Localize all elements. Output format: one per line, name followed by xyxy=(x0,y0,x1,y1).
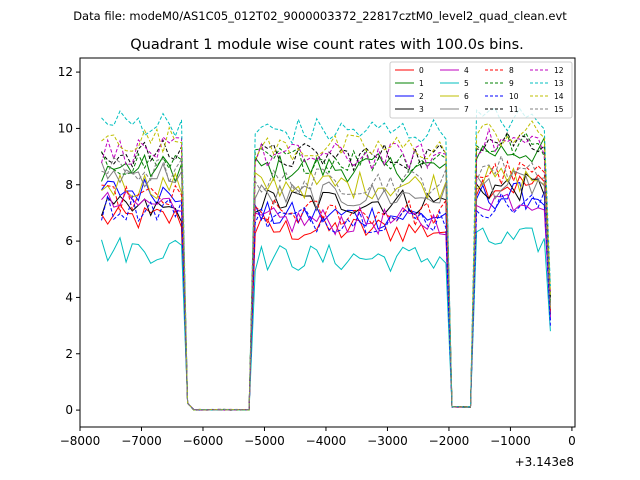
legend-label-14: 14 xyxy=(554,92,564,101)
series-line-5 xyxy=(101,227,551,411)
series-line-8 xyxy=(101,159,551,411)
x-tick-label: −6000 xyxy=(183,434,224,448)
chart-title: Quadrant 1 module wise count rates with … xyxy=(130,37,524,53)
series-line-7 xyxy=(101,161,551,411)
legend-label-10: 10 xyxy=(509,92,519,101)
legend-label-1: 1 xyxy=(419,79,424,88)
series-line-11 xyxy=(101,131,551,411)
legend-label-4: 4 xyxy=(464,66,469,75)
series-line-14 xyxy=(101,120,551,411)
y-tick-label: 4 xyxy=(65,290,73,304)
legend-label-13: 13 xyxy=(554,79,564,88)
y-tick-label: 12 xyxy=(58,65,73,79)
x-axis: −8000 −7000 −6000 −5000 −4000 −3000 −2000 −1000… xyxy=(60,427,576,448)
y-tick-label: 2 xyxy=(65,347,73,361)
legend-label-5: 5 xyxy=(464,79,469,88)
legend-label-7: 7 xyxy=(464,105,469,114)
series-line-9 xyxy=(101,132,551,411)
legend-label-6: 6 xyxy=(464,92,469,101)
x-tick-label: 0 xyxy=(568,434,576,448)
x-tick-label: −5000 xyxy=(244,434,285,448)
legend-label-12: 12 xyxy=(554,66,564,75)
legend-label-8: 8 xyxy=(509,66,514,75)
y-axis: 0 2 4 6 8 10 12 xyxy=(58,65,80,417)
series-line-0 xyxy=(101,174,551,411)
y-tick-label: 6 xyxy=(65,234,73,248)
y-tick-label: 8 xyxy=(65,178,73,192)
legend-label-15: 15 xyxy=(554,105,564,114)
legend-label-9: 9 xyxy=(509,79,514,88)
series-line-2 xyxy=(101,177,551,411)
legend-label-2: 2 xyxy=(419,92,424,101)
legend-label-3: 3 xyxy=(419,105,424,114)
axes-frame xyxy=(79,57,576,428)
series-line-1 xyxy=(101,135,551,411)
y-tick-label: 10 xyxy=(58,121,73,135)
legend-label-0: 0 xyxy=(419,66,424,75)
series-line-12 xyxy=(101,127,551,411)
chart-suptitle: Data file: modeM0/AS1C05_012T02_90000033… xyxy=(73,9,567,23)
series-line-10 xyxy=(101,191,551,411)
y-tick-label: 0 xyxy=(65,403,73,417)
legend-label-11: 11 xyxy=(509,105,519,114)
x-tick-label: −8000 xyxy=(60,434,101,448)
x-tick-label: −2000 xyxy=(429,434,470,448)
legend-box xyxy=(389,61,573,119)
series-line-6 xyxy=(101,164,551,411)
x-offset-label: +3.143e8 xyxy=(515,455,574,469)
x-tick-label: −7000 xyxy=(121,434,162,448)
x-tick-label: −4000 xyxy=(306,434,347,448)
series-lines xyxy=(101,107,551,411)
x-tick-label: −3000 xyxy=(367,434,408,448)
x-tick-label: −1000 xyxy=(490,434,531,448)
series-line-15 xyxy=(101,154,551,411)
